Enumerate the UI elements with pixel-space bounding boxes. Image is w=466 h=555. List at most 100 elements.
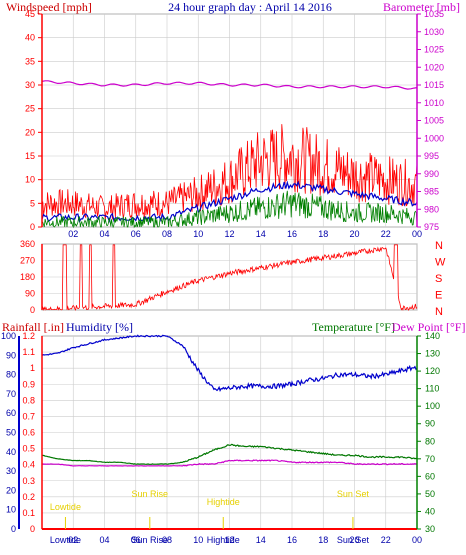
climate-panel-axes: 0 0.1 0.2 0.3 0.4 0.5 0.6 0.7 0.8 0.9 1 1.1 1.2 0 10 20… (1, 331, 440, 545)
temperature-y-tick-label: 100 (425, 401, 440, 411)
temperature-y-tick-label: 80 (425, 436, 435, 446)
wind-x-tick-label: 04 (99, 229, 109, 239)
temperature-y-tick-label: 30 (425, 524, 435, 534)
climate-x-tick-label: 10 (193, 535, 203, 545)
barometer-y-tick-label: 985 (424, 187, 439, 197)
rain-y-tick-label: 0.4 (22, 460, 35, 470)
climate-x-tick-label: 02 (68, 535, 78, 545)
wind-x-tick-label: 08 (162, 229, 172, 239)
barometer-y-tick-label: 1030 (424, 27, 444, 37)
wind-y-tick-label: 35 (25, 56, 35, 66)
wind-x-tick-label: 22 (381, 229, 391, 239)
humidity-y-tick-label: 60 (6, 408, 16, 418)
direction-y-tick-label: 360 (20, 239, 35, 249)
rain-y-tick-label: 1 (30, 363, 35, 373)
humidity-y-tick-label: 50 (6, 428, 16, 438)
climate-x-tick-label: 18 (318, 535, 328, 545)
rain-y-tick-label: 0.2 (22, 492, 35, 502)
compass-label: W (435, 257, 446, 269)
climate-x-tick-label: 12 (224, 535, 234, 545)
event-label: Sun Set (337, 489, 370, 499)
compass-label: E (435, 290, 442, 302)
climate-series (41, 334, 418, 530)
temperature-line (42, 443, 418, 465)
windspeed-axis-label: Windspeed [mph] (6, 0, 92, 14)
climate-x-tick-label: 08 (162, 535, 172, 545)
humidity-y-tick-label: 100 (1, 331, 16, 341)
climate-x-tick-label: 22 (381, 535, 391, 545)
barometer-y-tick-label: 980 (424, 204, 439, 214)
rain-y-tick-label: 1.2 (22, 331, 35, 341)
wind-x-tick-label: 10 (193, 229, 203, 239)
barometer-y-tick-label: 975 (424, 222, 439, 232)
humidity-y-tick-label: 40 (6, 447, 16, 457)
humidity-y-tick-label: 20 (6, 485, 16, 495)
rain-y-tick-label: 0.8 (22, 395, 35, 405)
temperature-y-tick-label: 60 (425, 471, 435, 481)
humidity-axis-label: Humidity [%] (66, 320, 133, 334)
rain-y-tick-label: 0 (30, 524, 35, 534)
barometer-y-tick-label: 1020 (424, 62, 444, 72)
barometer-y-tick-label: 990 (424, 169, 439, 179)
climate-x-tick-label: 06 (131, 535, 141, 545)
barometer-y-tick-label: 1015 (424, 80, 444, 90)
humidity-y-tick-label: 30 (6, 466, 16, 476)
climate-x-tick-label: 14 (256, 535, 266, 545)
humidity-y-tick-label: 0 (11, 524, 16, 534)
barometer-y-tick-label: 1000 (424, 133, 444, 143)
rain-y-tick-label: 0.5 (22, 444, 35, 454)
climate-x-tick-label: 16 (287, 535, 297, 545)
barometer-y-tick-label: 1025 (424, 45, 444, 55)
barometer-y-tick-label: 995 (424, 151, 439, 161)
wind-x-tick-label: 02 (68, 229, 78, 239)
humidity-y-tick-label: 10 (6, 505, 16, 515)
wind-x-tick-label: 06 (131, 229, 141, 239)
rain-y-tick-label: 0.7 (22, 411, 35, 421)
rainfall-axis-label: Rainfall [.in] (2, 320, 64, 334)
climate-x-tick-label: 20 (349, 535, 359, 545)
event-label: Lowtide (50, 502, 81, 512)
humidity-line (41, 334, 418, 392)
wind-y-tick-label: 40 (25, 33, 35, 43)
wind-x-tick-label: 14 (256, 229, 266, 239)
wind-x-tick-label: 18 (318, 229, 328, 239)
dewpoint-line (41, 459, 418, 467)
temperature-y-tick-label: 90 (425, 419, 435, 429)
event-label: Sun Rise (132, 489, 169, 499)
temperature-y-tick-label: 120 (425, 366, 440, 376)
temperature-y-tick-label: 110 (425, 384, 439, 394)
wind-series (41, 80, 418, 229)
direction-line (41, 244, 418, 311)
barometer-axis-label: Barometer [mb] (383, 0, 460, 14)
direction-y-tick-label: 0 (30, 305, 35, 315)
climate-x-tick-label: 04 (99, 535, 109, 545)
climate-x-tick-label: 00 (412, 535, 422, 545)
direction-y-tick-label: 270 (20, 256, 35, 266)
tide-bottom-label: Hightide (207, 535, 240, 545)
compass-label: S (435, 273, 442, 285)
rain-y-tick-label: 0.6 (22, 428, 35, 438)
wind-panel-axes: 0510152025303540459759809859909951000100… (25, 9, 444, 239)
wind-x-tick-label: 12 (224, 229, 234, 239)
humidity-y-tick-label: 90 (6, 350, 16, 360)
wind-y-tick-label: 20 (25, 127, 35, 137)
wind-y-tick-label: 15 (25, 151, 35, 161)
wind-y-tick-label: 45 (25, 9, 35, 19)
barometer-line (41, 80, 418, 90)
wind-y-tick-label: 10 (25, 175, 35, 185)
rain-y-tick-label: 0.3 (22, 476, 35, 486)
humidity-y-tick-label: 80 (6, 370, 16, 380)
wind-y-tick-label: 5 (30, 198, 35, 208)
tide-bottom-label: Sun Rise (132, 535, 169, 545)
wind-x-tick-label: 00 (412, 229, 422, 239)
dewpoint-axis-label: Dew Point [°F] (392, 320, 465, 334)
rain-y-tick-label: 0.1 (22, 508, 35, 518)
wind-y-tick-label: 0 (30, 222, 35, 232)
climate-panel-gridlines (42, 335, 418, 530)
direction-series (41, 244, 418, 311)
direction-panel-gridlines (42, 243, 418, 311)
barometer-y-tick-label: 1010 (424, 98, 444, 108)
tide-bottom-label: Lowtide (50, 535, 81, 545)
